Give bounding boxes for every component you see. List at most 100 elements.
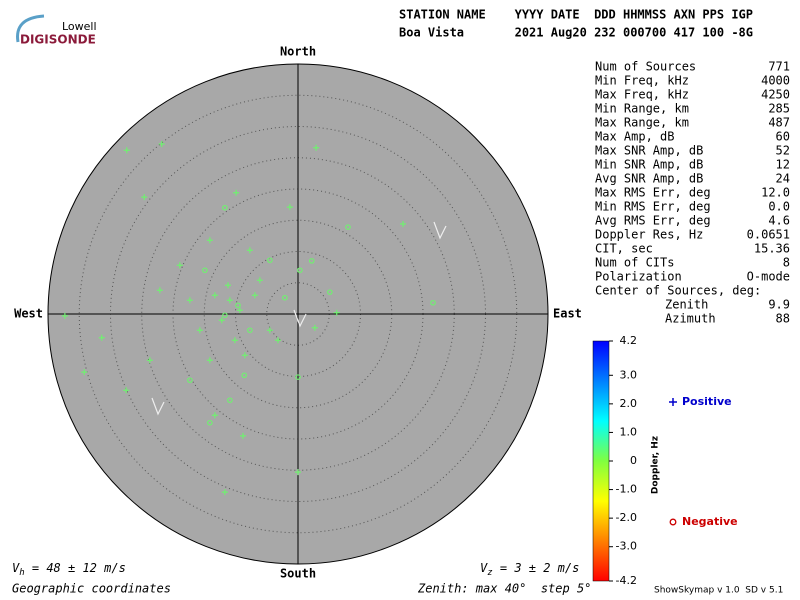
stat-value: O-mode xyxy=(747,270,790,284)
colorbar-tick-label: -3.0 xyxy=(616,540,637,553)
source-positive xyxy=(266,327,273,334)
colorbar-tick-label: 4.2 xyxy=(620,334,638,347)
stat-label: Num of Sources xyxy=(595,60,696,74)
stat-label: Doppler Res, Hz xyxy=(595,228,703,242)
source-positive xyxy=(221,489,228,496)
source-positive xyxy=(251,292,258,299)
vh-sub: h xyxy=(19,568,24,578)
source-positive xyxy=(158,141,165,147)
stat-label: Num of CITs xyxy=(595,256,674,270)
stat-value: 8 xyxy=(783,256,790,270)
colorbar-tick-label: 1.0 xyxy=(620,425,638,438)
coordinates: Geographic coordinates xyxy=(12,582,171,596)
legend-label: Positive xyxy=(682,395,732,408)
stat-value: 52 xyxy=(776,144,790,158)
source-negative xyxy=(295,374,301,380)
colorbar-label: Doppler, Hz xyxy=(651,436,661,494)
source-negative xyxy=(267,257,273,264)
source-positive xyxy=(241,352,248,359)
source-negative xyxy=(207,419,213,426)
header-line: Boa Vista 2021 Aug20 232 000700 417 100 … xyxy=(399,26,753,40)
vz-text: = 3 ± 2 m/s xyxy=(493,561,580,575)
stat-label: Min Freq, kHz xyxy=(595,74,689,88)
vz: Vz = 3 ± 2 m/s xyxy=(480,561,579,578)
source-positive xyxy=(98,334,105,341)
source-positive xyxy=(141,194,148,201)
source-negative xyxy=(345,224,351,230)
source-positive xyxy=(333,309,340,316)
source-positive xyxy=(231,337,238,344)
source-negative xyxy=(241,372,248,379)
source-negative xyxy=(187,377,193,384)
stat-value: 4250 xyxy=(761,88,790,102)
stat-value: 0.0 xyxy=(768,200,790,214)
source-negative xyxy=(247,327,253,334)
source-negative xyxy=(297,267,303,274)
stat-label: Max Range, km xyxy=(595,116,689,130)
stat-value: 771 xyxy=(768,60,790,74)
logo-bottom: DIGISONDE xyxy=(20,33,96,47)
stat-label: Max SNR Amp, dB xyxy=(595,144,703,158)
source-positive xyxy=(206,237,213,244)
source-positive xyxy=(196,327,203,334)
source-positive xyxy=(236,307,243,314)
stat-label: Min RMS Err, deg xyxy=(595,200,711,214)
source-negative xyxy=(227,397,233,404)
logo-top: Lowell xyxy=(62,20,97,33)
stat-value: 4.6 xyxy=(768,214,790,228)
vh-symbol: V xyxy=(12,561,20,575)
stat-value: 60 xyxy=(776,130,790,144)
source-positive xyxy=(218,317,225,324)
source-positive xyxy=(240,432,246,439)
source-positive xyxy=(211,412,218,419)
center-label: Azimuth xyxy=(665,312,716,326)
source-negative xyxy=(222,204,228,211)
source-positive xyxy=(286,204,293,211)
source-negative xyxy=(308,258,315,264)
source-positive xyxy=(206,357,213,364)
vh: Vh = 48 ± 12 m/s xyxy=(12,561,126,578)
colorbar-tick-label: 3.0 xyxy=(620,368,638,381)
stat-label: Avg SNR Amp, dB xyxy=(595,172,703,186)
colorbar-tick-label: 0 xyxy=(630,454,637,467)
stat-value: 285 xyxy=(768,102,790,116)
center-value: 9.9 xyxy=(768,298,790,312)
source-negative xyxy=(430,299,436,306)
vz-symbol: V xyxy=(480,561,488,575)
legend-label: Negative xyxy=(682,515,738,528)
stat-label: Min Range, km xyxy=(595,102,689,116)
dir-north: North xyxy=(280,45,316,59)
source-negative xyxy=(235,302,241,309)
center-label: Zenith xyxy=(665,298,708,312)
stat-value: 12 xyxy=(776,158,790,172)
stat-label: Min SNR Amp, dB xyxy=(595,158,703,172)
center-title: Center of Sources, deg: xyxy=(595,284,761,298)
source-positive xyxy=(313,144,320,151)
colorbar-tick-label: -2.0 xyxy=(616,511,637,524)
source-negative xyxy=(222,312,228,319)
direction-chevron xyxy=(293,309,307,328)
header-line: STATION NAME YYYY DATE DDD HHMMSS AXN PP… xyxy=(399,8,753,22)
dir-south: South xyxy=(280,567,316,581)
stat-label: Max Freq, kHz xyxy=(595,88,689,102)
source-positive xyxy=(400,221,406,227)
center-value: 88 xyxy=(776,312,790,326)
stat-value: 24 xyxy=(776,172,790,186)
stat-label: Avg RMS Err, deg xyxy=(595,214,711,228)
source-positive xyxy=(226,297,233,304)
source-positive xyxy=(186,297,193,304)
colorbar xyxy=(592,340,610,582)
logo-swoosh xyxy=(16,14,45,43)
source-positive xyxy=(256,277,263,284)
stat-value: 0.0651 xyxy=(747,228,790,242)
dir-east: East xyxy=(553,307,582,321)
stat-label: CIT, sec xyxy=(595,242,653,256)
source-positive xyxy=(311,324,318,331)
source-positive xyxy=(295,469,301,476)
version: ShowSkymap v 1.0 SD v 5.1 xyxy=(654,586,783,596)
source-positive xyxy=(123,147,130,154)
legend-marker xyxy=(669,398,677,406)
source-positive xyxy=(275,337,281,344)
source-positive xyxy=(233,189,240,196)
stat-value: 487 xyxy=(768,116,790,130)
